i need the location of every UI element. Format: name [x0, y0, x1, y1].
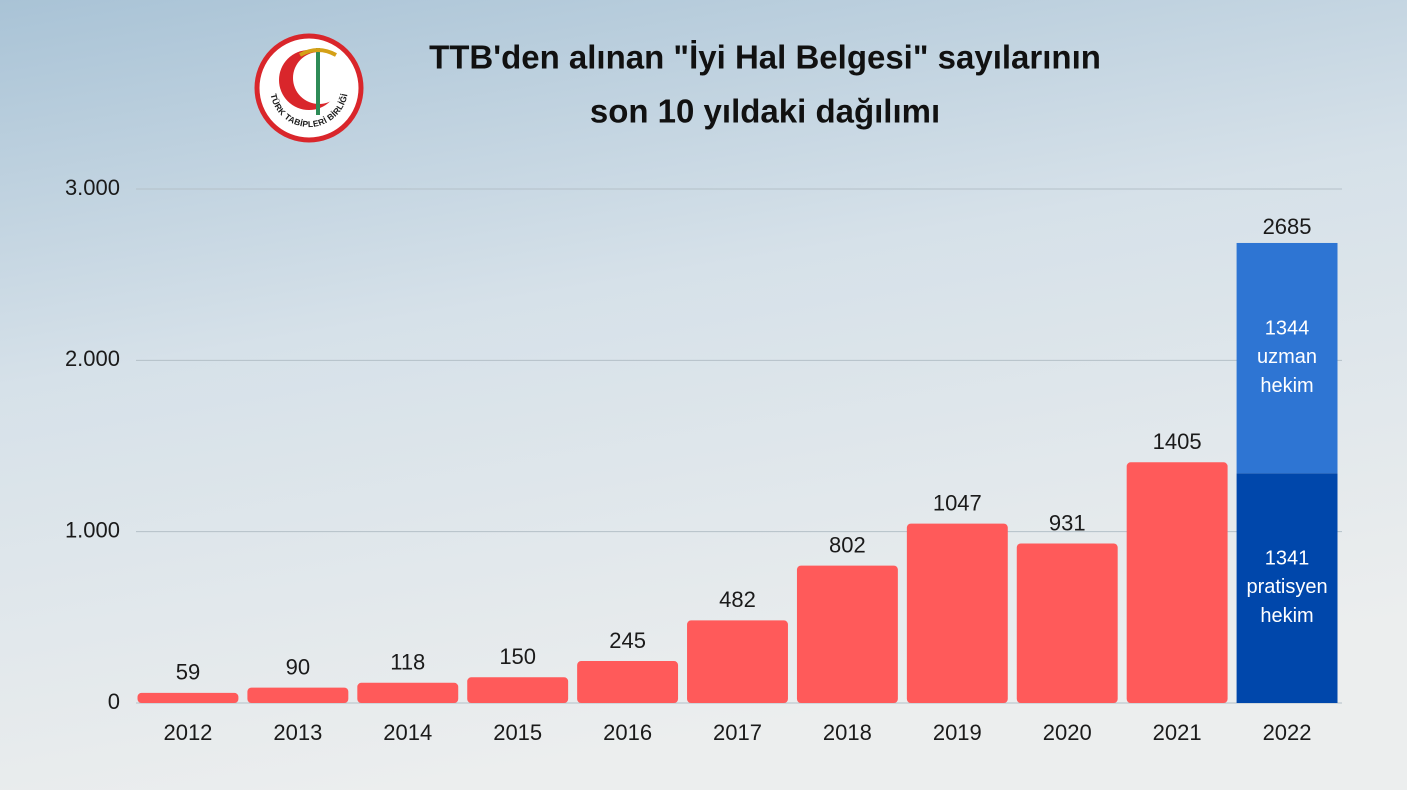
value-label: 802: [829, 532, 866, 557]
segment-value-label: 1341: [1265, 547, 1310, 569]
value-label: 931: [1049, 510, 1086, 535]
segment-value-label: 1344: [1265, 317, 1310, 339]
logo-wings: [299, 48, 337, 57]
y-tick-label: 3.000: [65, 175, 120, 200]
y-tick-label: 1.000: [65, 517, 120, 542]
x-tick-label: 2012: [163, 720, 212, 745]
bar-segment: [247, 687, 349, 703]
value-label: 90: [286, 654, 310, 679]
segment-name-line: hekim: [1260, 375, 1313, 397]
segment-name-label: pratisyen hekim: [1246, 576, 1327, 627]
x-tick-label: 2015: [493, 720, 542, 745]
x-tick-label: 2017: [713, 720, 762, 745]
value-label: 245: [609, 628, 646, 653]
value-label: 150: [499, 644, 536, 669]
bar-segment: [577, 661, 679, 703]
bar-segment: [357, 682, 459, 703]
x-tick-label: 2013: [273, 720, 322, 745]
bar-segment: [1126, 462, 1228, 703]
total-label: 2685: [1263, 214, 1312, 239]
segment-name-label: uzman hekim: [1257, 346, 1317, 397]
x-tick-label: 2016: [603, 720, 652, 745]
chart-title: TTB'den alınan "İyi Hal Belgesi" sayılar…: [429, 39, 1101, 76]
segment-name-line: pratisyen: [1246, 576, 1327, 598]
bar-segment: [906, 523, 1008, 703]
chart-title: son 10 yıldaki dağılımı: [590, 93, 940, 130]
bar-segment: [796, 565, 898, 703]
x-tick-label: 2018: [823, 720, 872, 745]
segment-name-line: hekim: [1260, 605, 1313, 627]
x-tick-label: 2022: [1263, 720, 1312, 745]
x-tick-label: 2014: [383, 720, 432, 745]
value-label: 1047: [933, 490, 982, 515]
bar-segment: [1016, 543, 1118, 703]
value-label: 118: [390, 650, 425, 675]
bar-segment: [687, 620, 788, 703]
x-tick-label: 2019: [933, 720, 982, 745]
y-tick-label: 2.000: [65, 346, 120, 371]
value-label: 59: [176, 660, 200, 685]
bar-segment: [137, 692, 239, 703]
value-label: 1405: [1153, 429, 1202, 454]
logo: TÜRK TABİPLERİ BİRLİĞİ: [254, 33, 364, 143]
x-tick-label: 2021: [1153, 720, 1202, 745]
x-tick-label: 2020: [1043, 720, 1092, 745]
segment-name-line: uzman: [1257, 346, 1317, 368]
bar-segment: [1236, 242, 1338, 474]
y-tick-label: 0: [108, 689, 120, 714]
bar-segment: [467, 677, 569, 703]
bar-segment: [1236, 473, 1338, 703]
value-label: 482: [719, 587, 756, 612]
